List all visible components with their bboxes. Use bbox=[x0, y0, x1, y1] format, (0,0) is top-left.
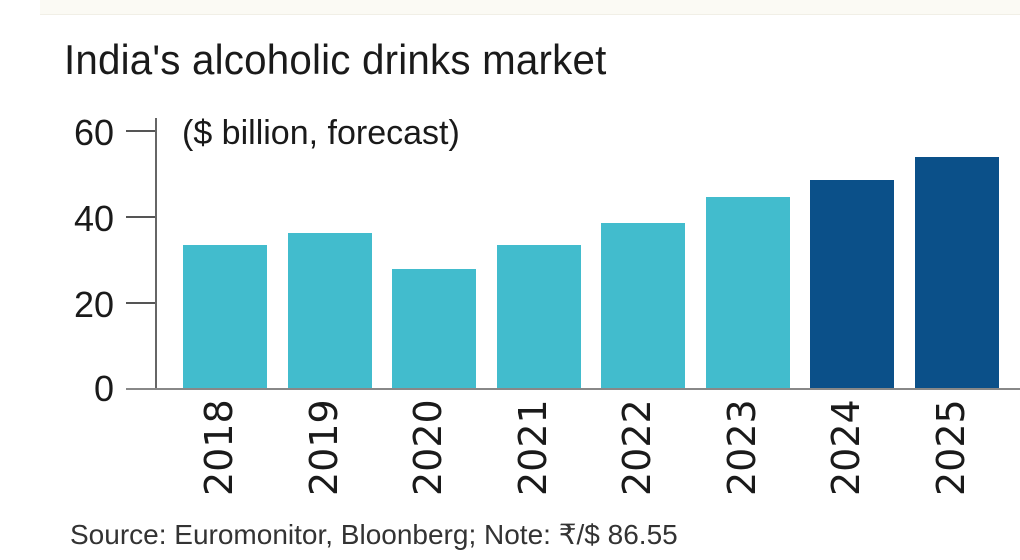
y-tick bbox=[126, 216, 155, 218]
chart-title: India's alcoholic drinks market bbox=[64, 36, 607, 83]
y-axis-line bbox=[155, 118, 157, 390]
bar-2025 bbox=[914, 156, 999, 389]
x-axis-line bbox=[126, 388, 1020, 390]
top-band bbox=[40, 0, 1020, 15]
bar-2022 bbox=[601, 223, 685, 389]
x-tick-label: 2019 bbox=[301, 399, 346, 496]
bar-2020 bbox=[392, 269, 476, 389]
x-tick-label: 2020 bbox=[406, 399, 450, 496]
bar-2018 bbox=[183, 244, 267, 389]
x-tick-label: 2022 bbox=[615, 399, 659, 496]
bar-2019 bbox=[287, 232, 372, 389]
x-tick-label: 2021 bbox=[510, 399, 555, 496]
y-tick-label: 0 bbox=[93, 368, 114, 409]
y-tick bbox=[126, 302, 155, 304]
bar-2023 bbox=[705, 196, 790, 389]
x-tick-label: 2018 bbox=[197, 399, 241, 496]
y-tick bbox=[126, 130, 155, 132]
x-tick-label: 2024 bbox=[824, 399, 868, 496]
y-tick-label: 40 bbox=[73, 198, 114, 239]
y-tick-label: 20 bbox=[73, 284, 114, 325]
bar-2024 bbox=[810, 180, 894, 389]
y-tick-label: 60 bbox=[73, 112, 114, 153]
x-tick-label: 2023 bbox=[719, 399, 764, 496]
bar-2021 bbox=[496, 244, 581, 389]
chart-subtitle: ($ billion, forecast) bbox=[182, 114, 460, 152]
source-note: Source: Euromonitor, Bloonberg; Note: ₹/… bbox=[70, 519, 678, 550]
x-tick-label: 2025 bbox=[928, 399, 973, 496]
